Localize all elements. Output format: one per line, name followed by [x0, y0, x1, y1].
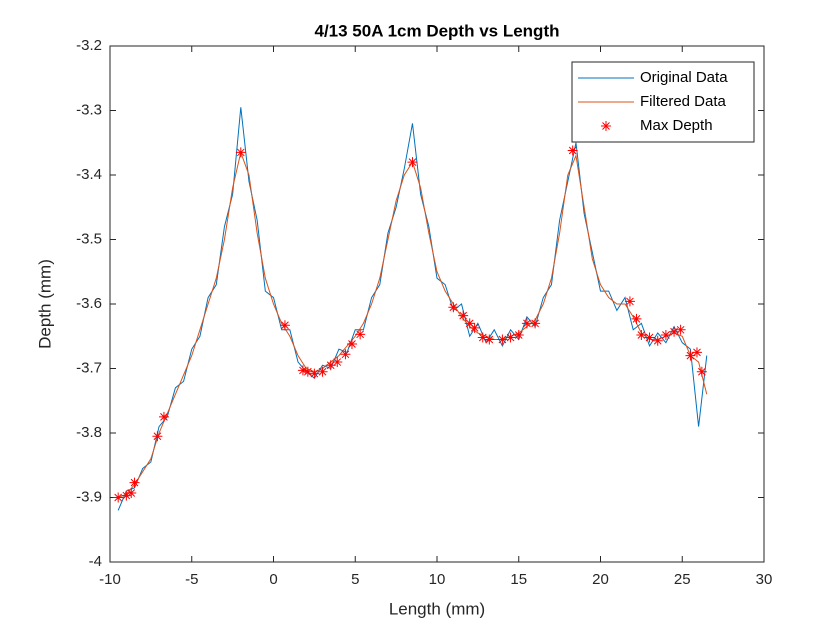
- x-tick-label: 10: [429, 571, 446, 588]
- data-marker: [636, 329, 647, 340]
- data-marker: [644, 332, 655, 343]
- x-tick-label: -10: [99, 571, 121, 588]
- y-tick-label: -3.9: [76, 488, 102, 505]
- y-tick-label: -3.8: [76, 424, 102, 441]
- data-marker: [340, 349, 351, 360]
- data-marker: [152, 431, 163, 442]
- x-tick-label: -5: [185, 571, 198, 588]
- y-tick-label: -3.4: [76, 166, 102, 183]
- x-tick-label: 20: [592, 571, 609, 588]
- legend: Original Data Filtered Data Max Depth: [571, 61, 755, 143]
- y-tick-label: -3.6: [76, 295, 102, 312]
- data-marker: [346, 338, 357, 349]
- data-marker: [521, 318, 532, 329]
- data-marker: [448, 302, 459, 313]
- chart-title: 4/13 50A 1cm Depth vs Length: [314, 21, 559, 40]
- data-marker: [126, 487, 137, 498]
- y-tick-label: -3.2: [76, 37, 102, 54]
- data-marker: [660, 329, 671, 340]
- y-axis-label: Depth (mm): [35, 259, 54, 349]
- data-marker: [129, 477, 140, 488]
- data-marker: [669, 326, 680, 337]
- x-tick-label: 0: [269, 571, 277, 588]
- data-marker: [279, 320, 290, 331]
- data-marker: [458, 310, 469, 321]
- data-marker: [497, 334, 508, 345]
- data-marker: [121, 490, 132, 501]
- data-marker: [624, 296, 635, 307]
- y-tick-label: -3.5: [76, 230, 102, 247]
- data-marker: [113, 492, 124, 503]
- data-marker: [309, 368, 320, 379]
- y-tick-label: -3.3: [76, 101, 102, 118]
- data-marker: [675, 324, 686, 335]
- data-marker: [631, 313, 642, 324]
- data-marker: [477, 332, 488, 343]
- data-marker: [513, 329, 524, 340]
- x-tick-label: 30: [756, 571, 773, 588]
- data-marker: [464, 318, 475, 329]
- data-marker: [317, 366, 328, 377]
- data-marker: [685, 350, 696, 361]
- data-marker: [297, 365, 308, 376]
- data-marker: [325, 360, 336, 371]
- data-marker: [652, 335, 663, 346]
- data-marker: [355, 329, 366, 340]
- data-line: [117, 107, 708, 511]
- data-marker: [235, 147, 246, 158]
- x-tick-label: 25: [674, 571, 691, 588]
- data-marker: [484, 334, 495, 345]
- data-marker: [505, 332, 516, 343]
- x-tick-label: 15: [510, 571, 527, 588]
- data-marker: [332, 357, 343, 368]
- x-tick-label: 5: [351, 571, 359, 588]
- legend-label: Filtered Data: [640, 93, 727, 110]
- data-marker: [407, 157, 418, 168]
- legend-label: Original Data: [640, 69, 728, 86]
- legend-swatch: [601, 121, 611, 131]
- data-marker: [158, 411, 169, 422]
- data-marker: [530, 318, 541, 329]
- y-tick-label: -3.7: [76, 359, 102, 376]
- data-marker: [691, 347, 702, 358]
- data-marker: [302, 366, 313, 377]
- x-axis-label: Length (mm): [389, 599, 485, 618]
- data-marker: [567, 145, 578, 156]
- data-marker: [696, 366, 707, 377]
- legend-label: Max Depth: [640, 117, 713, 134]
- data-marker: [469, 322, 480, 333]
- y-tick-label: -4: [89, 553, 102, 570]
